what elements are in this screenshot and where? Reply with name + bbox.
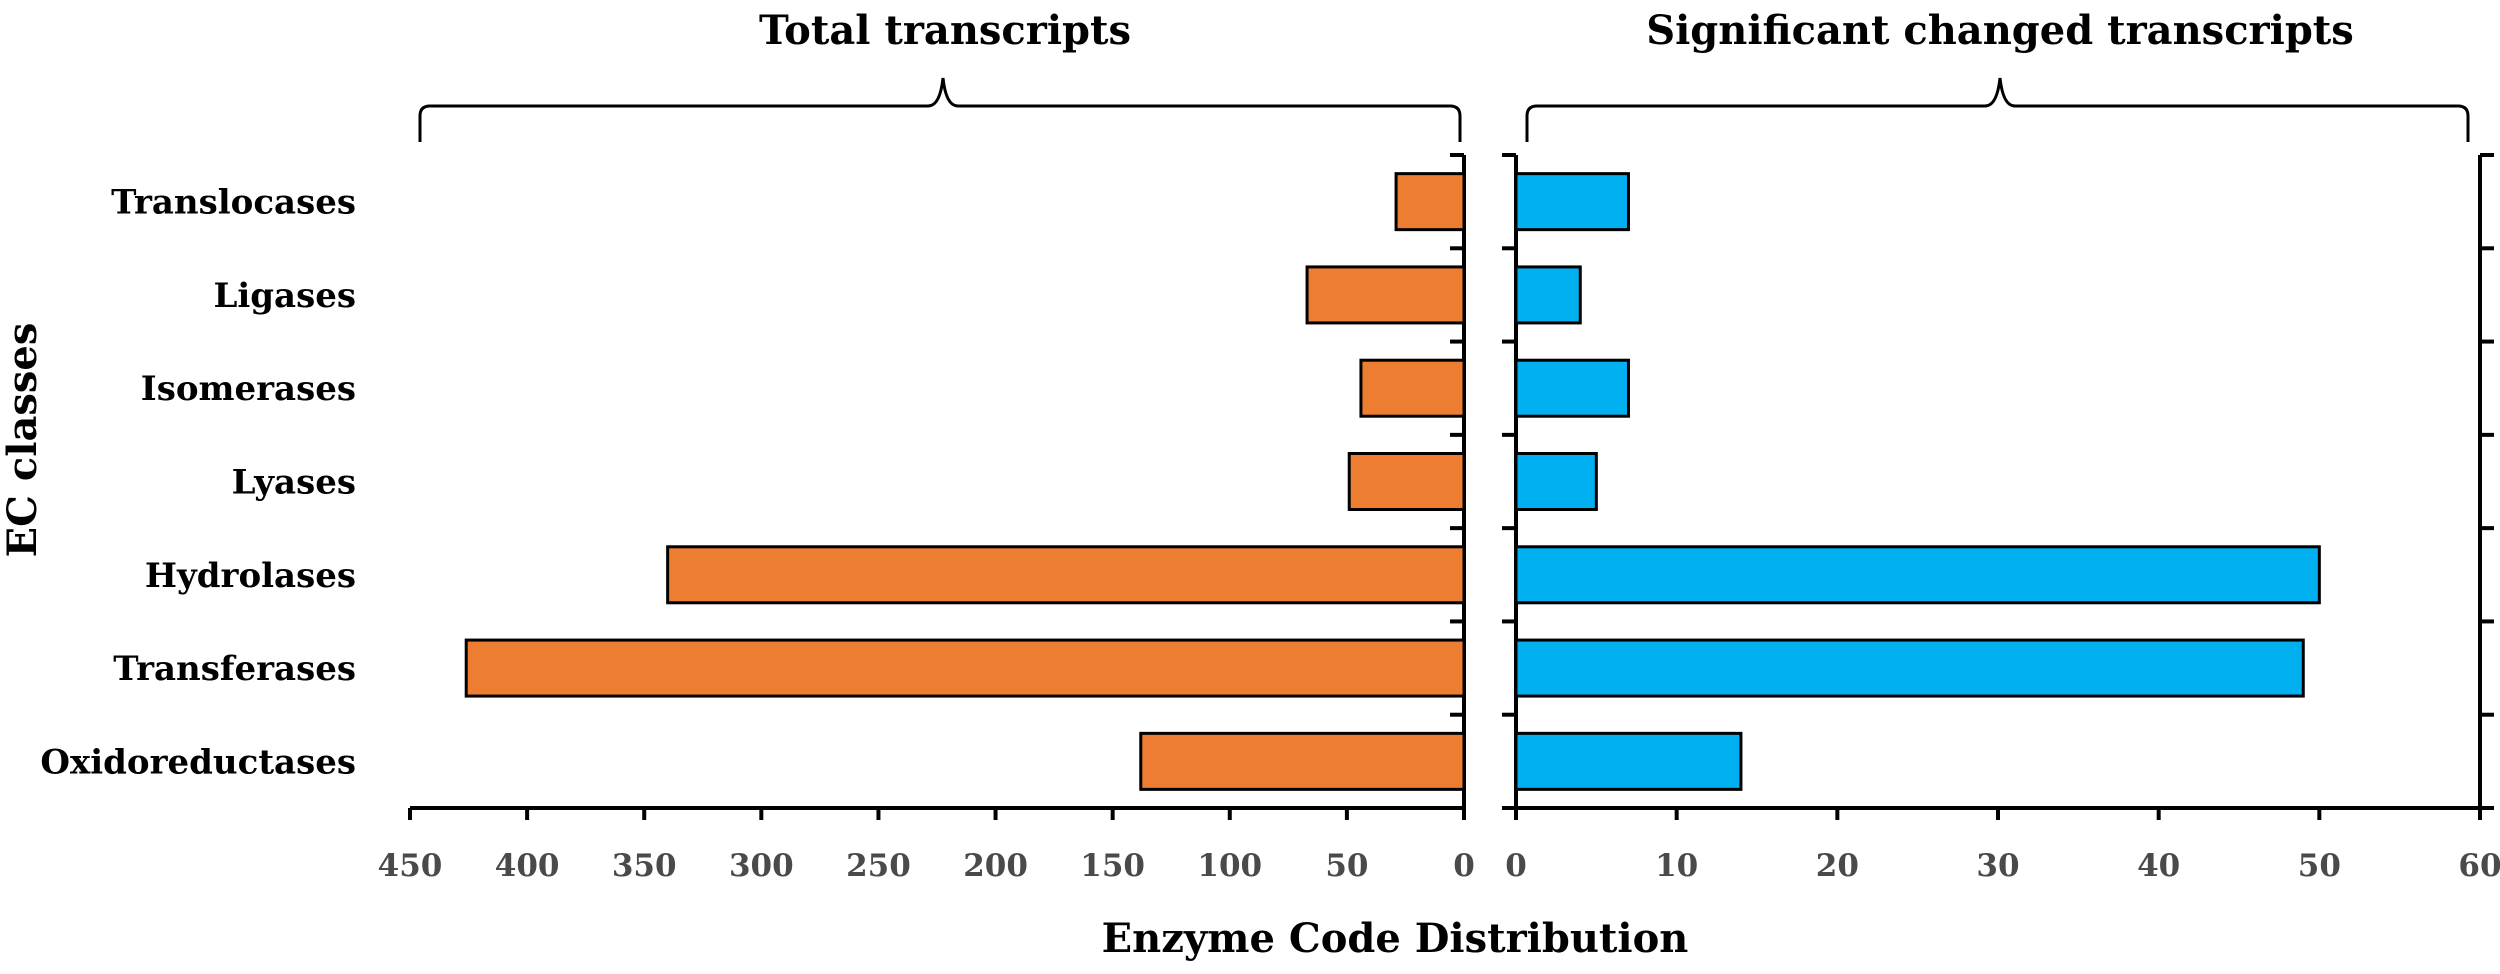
left-bar-translocases <box>1394 172 1466 232</box>
right-x-tick-label: 50 <box>2298 848 2341 884</box>
right-x-tick-label: 0 <box>1505 848 1527 884</box>
left-x-tick-label: 100 <box>1197 848 1262 884</box>
total-transcripts-panel: Total transcripts 450 400 350 300 250 200 150 1… <box>378 7 1475 884</box>
left-bar-lyases <box>1347 452 1466 511</box>
category-label-isomerases: Isomerases <box>141 369 356 409</box>
left-panel-title: Total transcripts <box>759 7 1131 54</box>
left-x-tick-label: 300 <box>729 848 794 884</box>
left-x-tick-label: 150 <box>1080 848 1145 884</box>
left-x-tick-label: 250 <box>846 848 911 884</box>
left-x-tick-label: 50 <box>1325 848 1368 884</box>
y-axis-label: EC classes <box>0 323 46 558</box>
left-brace <box>418 77 1462 142</box>
left-bar-transferases <box>464 638 1466 698</box>
right-x-tick-label: 30 <box>1976 848 2019 884</box>
left-bar-isomerases <box>1359 358 1466 418</box>
category-label-translocases: Translocases <box>111 183 356 223</box>
right-x-tick-label: 40 <box>2137 848 2180 884</box>
left-x-tick-label: 200 <box>963 848 1028 884</box>
category-label-hydrolases: Hydrolases <box>145 556 356 596</box>
right-bar-isomerases <box>1514 358 1630 418</box>
right-bar-oxidoreductases <box>1514 731 1743 791</box>
left-x-tick-label: 450 <box>378 848 443 884</box>
right-brace <box>1525 77 2470 142</box>
significant-transcripts-panel: Significant changed transcripts 0 10 20 30 4… <box>1502 7 2500 884</box>
category-label-ligases: Ligases <box>213 276 356 316</box>
right-panel-title: Significant changed transcripts <box>1646 7 2354 54</box>
category-label-transferases: Transferases <box>113 649 356 689</box>
left-x-tick-label: 350 <box>612 848 677 884</box>
right-x-tick-label: 20 <box>1816 848 1859 884</box>
right-bar-transferases <box>1514 638 2305 698</box>
left-x-tick-label: 400 <box>495 848 560 884</box>
category-label-lyases: Lyases <box>232 463 356 503</box>
category-label-oxidoreductases: Oxidoreductases <box>40 742 356 782</box>
right-bar-ligases <box>1514 265 1582 325</box>
right-x-tick-label: 60 <box>2458 848 2500 884</box>
left-bar-ligases <box>1305 265 1466 325</box>
right-bar-translocases <box>1514 172 1630 232</box>
right-x-tick-label: 10 <box>1655 848 1698 884</box>
left-x-tick-label: 0 <box>1453 848 1475 884</box>
right-bar-hydrolases <box>1514 545 2321 605</box>
category-labels: Translocases Ligases Isomerases Lyases Hydro… <box>40 183 356 783</box>
left-bar-hydrolases <box>666 545 1466 605</box>
right-bar-lyases <box>1514 452 1598 511</box>
x-axis-label: Enzyme Code Distribution <box>1102 915 1689 962</box>
left-bar-oxidoreductases <box>1139 731 1466 791</box>
